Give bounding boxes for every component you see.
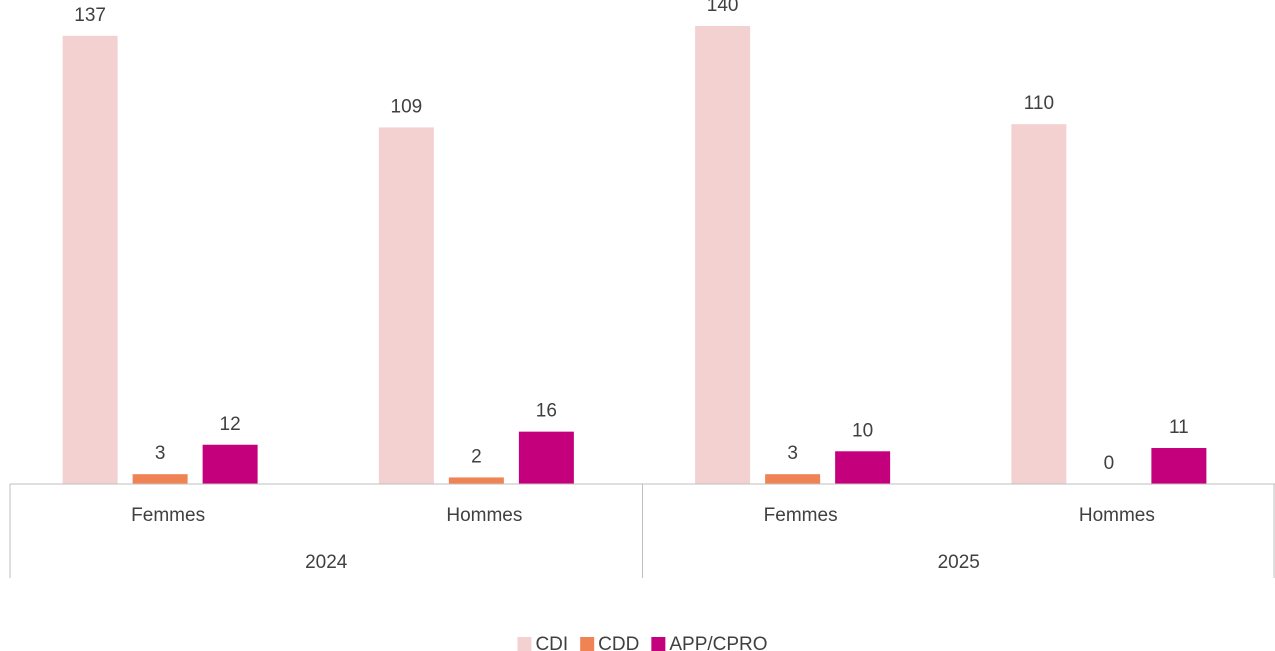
legend-label: APP/CPRO (669, 634, 767, 651)
x-tick-label: Hommes (1079, 505, 1155, 526)
bar (132, 474, 188, 484)
legend-swatch (580, 637, 595, 651)
bar (202, 444, 258, 484)
data-label: 2 (471, 446, 482, 467)
bar (518, 431, 574, 484)
bar (378, 127, 434, 485)
group-label: 2024 (305, 552, 348, 573)
bar (695, 26, 751, 484)
group-label: 2025 (938, 552, 980, 573)
data-label: 110 (1024, 93, 1054, 114)
data-label: 137 (74, 5, 106, 26)
data-label: 140 (707, 0, 739, 16)
legend-label: CDI (535, 634, 568, 651)
data-label: 10 (852, 420, 873, 441)
legend-swatch (651, 637, 666, 651)
bar (1151, 448, 1207, 484)
data-label: 0 (1104, 453, 1115, 474)
bar (765, 474, 821, 484)
data-label: 12 (220, 414, 241, 435)
data-label: 3 (787, 443, 798, 464)
x-tick-label: Femmes (764, 505, 838, 526)
legend-label: CDD (598, 634, 639, 651)
data-label: 11 (1169, 417, 1189, 438)
bar (835, 451, 891, 484)
x-tick-label: Hommes (446, 505, 522, 526)
data-label: 3 (155, 443, 166, 464)
legend-swatch (517, 637, 532, 651)
x-tick-label: Femmes (131, 505, 205, 526)
bar (448, 477, 504, 484)
bar (62, 35, 118, 485)
data-label: 109 (391, 96, 423, 117)
data-label: 16 (536, 401, 557, 422)
bar (1011, 124, 1067, 485)
